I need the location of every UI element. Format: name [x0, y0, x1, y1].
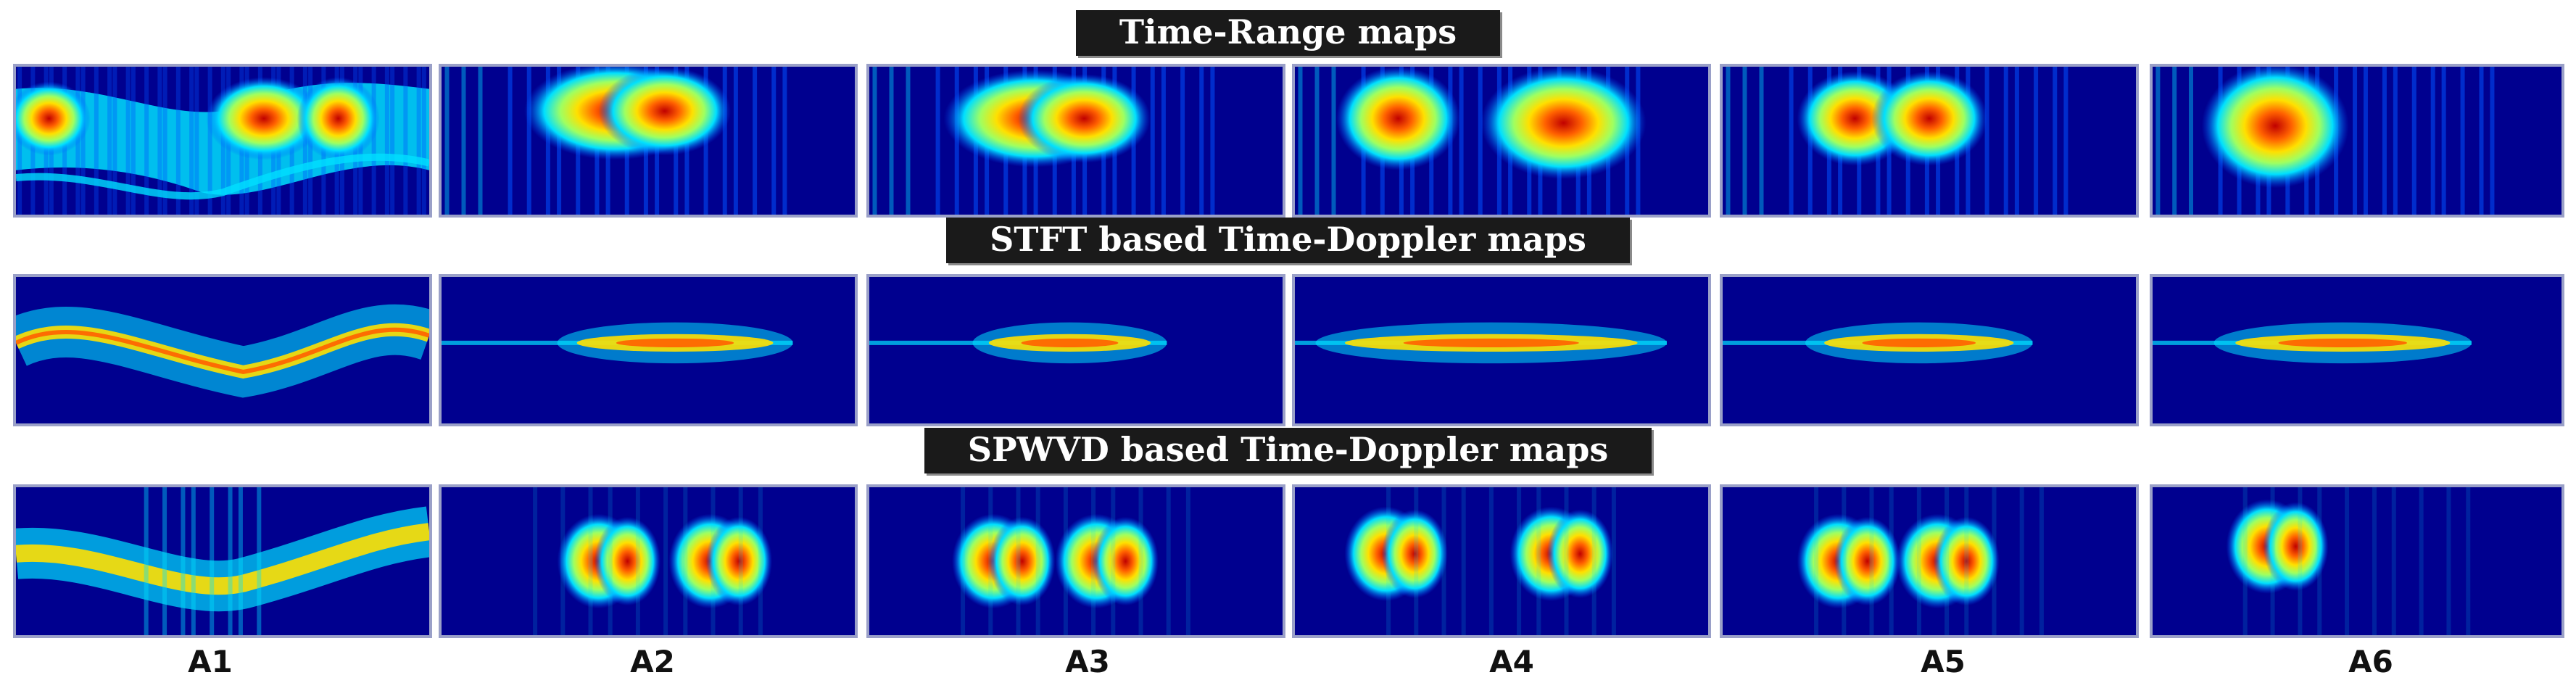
- section-banner-stft: STFT based Time-Doppler maps: [0, 218, 2576, 263]
- heatmap-image: [442, 67, 855, 215]
- spwvd-map-a2: [439, 484, 858, 638]
- heatmap-image: [2153, 277, 2561, 423]
- stft-map-a5: [1720, 274, 2139, 426]
- section-banner-spwvd: SPWVD based Time-Doppler maps: [0, 428, 2576, 473]
- spwvd-map-row: [0, 484, 2576, 638]
- section-banner-time-range: Time-Range maps: [0, 10, 2576, 56]
- heatmap-image: [442, 277, 855, 423]
- heatmap-image: [869, 67, 1283, 215]
- activity-label-a2: A2: [630, 644, 675, 679]
- stft-map-a3: [866, 274, 1285, 426]
- section-title: SPWVD based Time-Doppler maps: [924, 428, 1652, 473]
- heatmap-image: [442, 487, 855, 635]
- stft-map-a2: [439, 274, 858, 426]
- section-title: STFT based Time-Doppler maps: [946, 218, 1630, 263]
- activity-label-a4: A4: [1489, 644, 1534, 679]
- stft-map-a1: [13, 274, 432, 426]
- heatmap-image: [869, 487, 1283, 635]
- spwvd-map-a3: [866, 484, 1285, 638]
- heatmap-image: [16, 277, 429, 423]
- heatmap-image: [1723, 277, 2136, 423]
- range-map-a6: [2150, 64, 2564, 218]
- activity-label-a3: A3: [1065, 644, 1110, 679]
- activity-label-a6: A6: [2348, 644, 2393, 679]
- section-title: Time-Range maps: [1075, 10, 1501, 56]
- heatmap-image: [2153, 67, 2561, 215]
- heatmap-image: [1295, 277, 1708, 423]
- time-range-map-row: [0, 64, 2576, 218]
- heatmap-image: [1295, 487, 1708, 635]
- spwvd-map-a4: [1292, 484, 1711, 638]
- activity-label-a1: A1: [188, 644, 233, 679]
- range-map-a2: [439, 64, 858, 218]
- heatmap-image: [2153, 487, 2561, 635]
- stft-map-a4: [1292, 274, 1711, 426]
- spwvd-map-a1: [13, 484, 432, 638]
- stft-map-a6: [2150, 274, 2564, 426]
- heatmap-image: [1723, 67, 2136, 215]
- heatmap-image: [869, 277, 1283, 423]
- range-map-a5: [1720, 64, 2139, 218]
- heatmap-image: [16, 487, 429, 635]
- activity-label-a5: A5: [1921, 644, 1966, 679]
- heatmap-image: [1723, 487, 2136, 635]
- spwvd-map-a6: [2150, 484, 2564, 638]
- heatmap-image: [16, 67, 429, 215]
- spwvd-map-a5: [1720, 484, 2139, 638]
- heatmap-image: [1295, 67, 1708, 215]
- range-map-a4: [1292, 64, 1711, 218]
- range-map-a1: [13, 64, 432, 218]
- range-map-a3: [866, 64, 1285, 218]
- stft-map-row: [0, 274, 2576, 426]
